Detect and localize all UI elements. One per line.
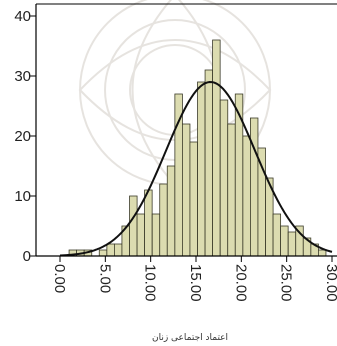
histogram-bar — [280, 225, 289, 257]
normal-curve — [59, 81, 333, 257]
histogram-bar — [287, 231, 297, 257]
histogram-bar — [197, 81, 206, 257]
histogram-bar — [151, 213, 161, 257]
histogram-bar — [212, 39, 221, 257]
y-tick-label: 30 — [14, 68, 31, 85]
histogram-bar — [317, 249, 327, 257]
histogram-bar — [166, 165, 176, 257]
x-axis-label: اعتماد اجتماعی زنان — [152, 333, 228, 343]
histogram-bar — [129, 195, 138, 257]
histogram-bar — [219, 99, 229, 257]
histogram-bar — [98, 249, 108, 257]
histogram-bar — [242, 135, 251, 257]
x-tick-label: 25.00 — [278, 264, 295, 302]
histogram-bar — [204, 69, 214, 257]
x-tick-label: 30.00 — [323, 264, 337, 302]
histogram-bar — [249, 117, 259, 257]
y-tick-label: 40 — [14, 8, 31, 25]
histogram-bar — [189, 141, 198, 257]
y-tick-label: 10 — [14, 188, 31, 205]
histogram-bar — [272, 213, 282, 257]
histogram-bar — [136, 213, 146, 257]
axis-ticks: 0 10 20 30 40 0.00 5.00 10.00 15.00 20.00 25.00 30.… — [14, 8, 337, 302]
histogram-bar — [144, 189, 153, 257]
x-tick-label: 20.00 — [232, 264, 249, 302]
y-tick-label: 20 — [14, 128, 31, 145]
y-tick-label: 0 — [23, 248, 31, 265]
histogram-bar — [174, 93, 183, 257]
histogram-bar — [106, 243, 115, 257]
histogram-bar — [227, 123, 236, 257]
x-tick-label: 10.00 — [142, 264, 159, 302]
x-tick-label: 15.00 — [187, 264, 204, 302]
histogram-bar — [114, 243, 123, 257]
x-tick-label: 0.00 — [51, 264, 68, 293]
histogram-bar — [159, 183, 168, 257]
histogram-bar — [181, 123, 191, 257]
x-tick-label: 5.00 — [96, 264, 113, 293]
